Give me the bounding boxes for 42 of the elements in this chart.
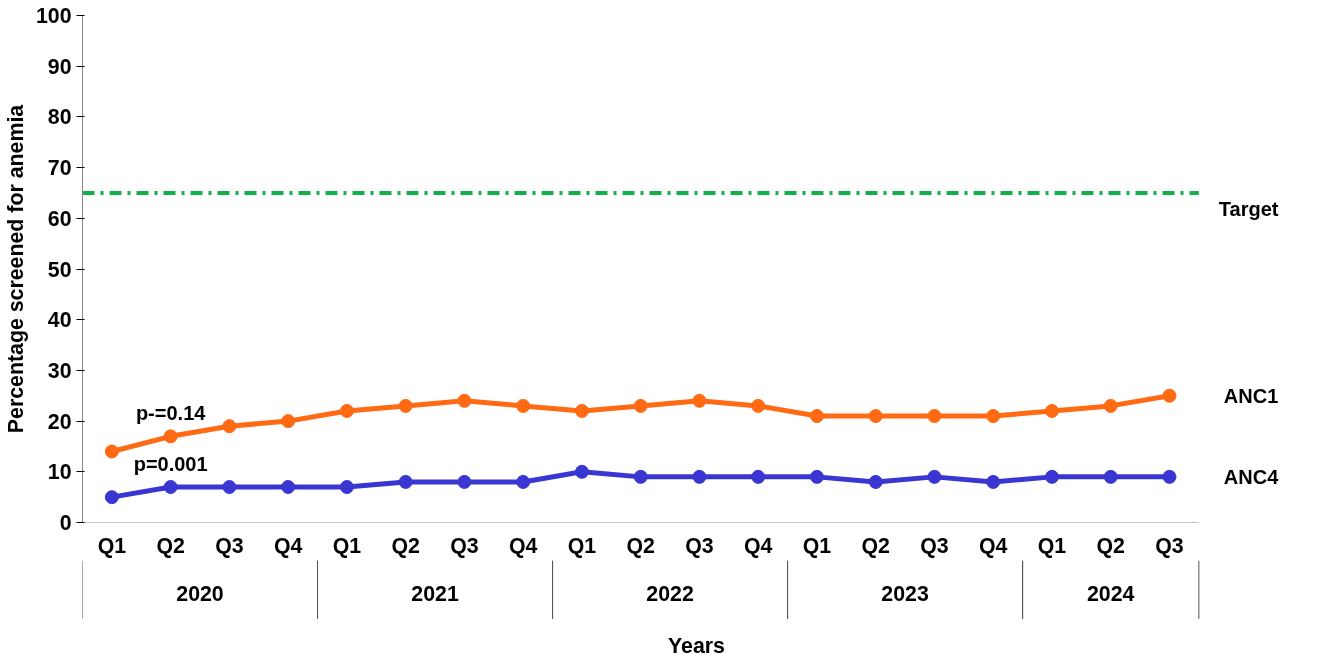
y-tick-label: 30 xyxy=(47,358,72,383)
x-tick-label: Q1 xyxy=(332,533,362,558)
x-tick-label: Q3 xyxy=(1155,533,1184,558)
text: 2020 xyxy=(176,581,224,606)
x-tick-label: Q1 xyxy=(97,533,127,558)
x-tick-label: Q2 xyxy=(156,533,185,558)
y-tick-label: 0 xyxy=(59,511,72,535)
annotation: p=0.001 xyxy=(133,453,208,476)
x-tick-label: Q4 xyxy=(978,533,1008,558)
text: 2023 xyxy=(881,581,929,606)
x-tick-label: Q1 xyxy=(1037,533,1067,558)
y-tick-label: 90 xyxy=(47,54,72,79)
text: 2024 xyxy=(1087,581,1135,606)
x-tick-label: Q4 xyxy=(508,533,538,558)
x-tick-label: Q2 xyxy=(861,533,890,558)
y-tick-label: 60 xyxy=(47,206,72,231)
ref-line-label: Target xyxy=(1218,197,1279,220)
annotation: p-=0.14 xyxy=(135,402,207,425)
text: 2021 xyxy=(411,581,459,606)
x-tick-label: Q1 xyxy=(802,533,832,558)
y-tick-label: 50 xyxy=(47,257,72,282)
y-tick-label: 70 xyxy=(47,156,72,181)
y-tick-label: 100 xyxy=(35,4,72,28)
y-tick-label: 20 xyxy=(47,409,72,434)
x-tick-label: Q3 xyxy=(450,533,479,558)
x-axis-title: Years xyxy=(668,633,725,658)
x-tick-label: Q1 xyxy=(567,533,597,558)
x-tick-label: Q4 xyxy=(273,533,303,558)
y-axis-title: Percentage screened for anemia xyxy=(3,104,28,434)
x-tick-label: Q3 xyxy=(685,533,714,558)
text: ANC4 xyxy=(1223,465,1280,488)
y-tick-label: 10 xyxy=(47,460,72,485)
y-tick-label: 40 xyxy=(47,308,72,333)
x-tick-label: Q2 xyxy=(626,533,655,558)
x-tick-label: Q2 xyxy=(391,533,420,558)
x-tick-label: Q4 xyxy=(743,533,773,558)
text: ANC1 xyxy=(1223,384,1279,407)
x-tick-label: Q2 xyxy=(1096,533,1125,558)
x-tick-label: Q3 xyxy=(215,533,244,558)
y-tick-label: 80 xyxy=(47,105,72,130)
text: 2022 xyxy=(646,581,694,606)
x-tick-label: Q3 xyxy=(920,533,949,558)
